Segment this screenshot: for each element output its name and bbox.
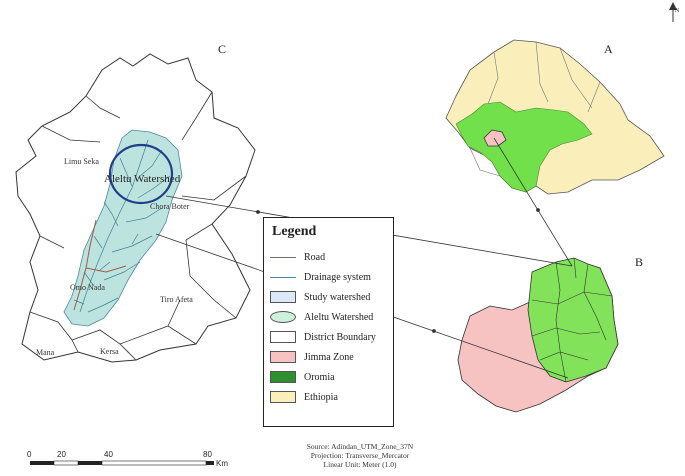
legend: Legend Road Drainage system Study waters… (263, 217, 394, 427)
north-arrow-label: N (675, 8, 680, 14)
place-kersa: Kersa (100, 347, 119, 356)
jimma-zone-swatch (270, 351, 296, 363)
north-arrow: N (669, 2, 680, 22)
source-notes: Source: Adindan_UTM_Zone_37N Projection:… (290, 442, 430, 469)
scale-bar-segment-1 (30, 461, 54, 465)
legend-label-ethiopia: Ethiopia (304, 391, 338, 403)
panel-label-b: B (635, 255, 644, 269)
study-area-districts (527, 257, 619, 383)
linear-unit-line: Linear Unit: Meter (1.0) (323, 460, 397, 469)
legend-item-ethiopia: Ethiopia (270, 389, 338, 405)
study-watershed-area (63, 129, 183, 327)
legend-label-aleltu-watershed: Aleltu Watershed (304, 311, 374, 323)
scale-bar-segment-4 (101, 460, 207, 466)
legend-item-road: Road (270, 249, 325, 265)
projection-line: Projection: Transverse_Mercator (310, 451, 410, 460)
scale-unit: Km (216, 459, 228, 468)
place-omo-nada: Omo Nada (70, 283, 105, 292)
scale-bar: 0 20 40 80 Km (27, 450, 228, 468)
scale-bar-segment-5 (206, 461, 214, 465)
scale-bar-segment-3 (78, 461, 102, 465)
drainage-network (73, 139, 171, 313)
legend-item-aleltu-watershed: Aleltu Watershed (270, 309, 373, 325)
panel-b-jimma-zone-map (457, 257, 619, 413)
panel-label-c: C (218, 42, 227, 56)
scale-tick-20: 20 (57, 450, 66, 459)
oromia-swatch (270, 371, 296, 383)
study-area-internal-boundaries (531, 257, 613, 383)
legend-item-study-watershed: Study watershed (270, 289, 370, 305)
district-boundary-lines (29, 91, 247, 361)
scale-tick-0: 0 (27, 450, 32, 459)
scale-tick-80: 80 (203, 450, 212, 459)
legend-label-study-watershed: Study watershed (304, 291, 371, 303)
source-line: Source: Adindan_UTM_Zone_37N (306, 442, 414, 451)
ethiopia-swatch (270, 391, 296, 403)
regional-boundaries (469, 41, 601, 177)
aleltu-watershed-circle (108, 143, 174, 205)
place-limmu-seka: Limu Seka (64, 157, 99, 166)
legend-item-drainage-system: Drainage system (270, 269, 371, 285)
place-mana: Mana (36, 348, 55, 357)
connector-c-to-b-lower-marker (432, 329, 436, 333)
legend-label-oromia: Oromia (304, 371, 335, 383)
district-boundary-swatch (270, 331, 296, 343)
place-tiro-afeta: Tiro Afeta (160, 295, 193, 304)
study-watershed-swatch (270, 291, 296, 303)
legend-label-drainage-system: Drainage system (304, 271, 371, 283)
oromia-region (455, 101, 593, 193)
panel-label-a: A (604, 42, 613, 56)
aleltu-watershed-swatch (270, 311, 296, 323)
north-arrow-head (669, 2, 677, 10)
road-line-swatch (270, 257, 296, 258)
connector-a-to-b (493, 137, 573, 267)
legend-item-district-boundary: District Boundary (270, 329, 376, 345)
connector-a-to-b-marker (536, 208, 540, 212)
legend-label-jimma-zone: Jimma Zone (304, 351, 354, 363)
scale-tick-40: 40 (104, 450, 113, 459)
jimma-zone-marker (483, 129, 507, 147)
legend-label-road: Road (304, 251, 326, 263)
drainage-line-swatch (270, 277, 296, 278)
panel-c-district-map: Limu Seka Aleltu Watershed Chora Boter T… (15, 53, 256, 363)
legend-item-jimma-zone: Jimma Zone (270, 349, 354, 365)
panel-a-ethiopia-map (445, 39, 665, 195)
road-network (73, 219, 127, 311)
legend-title: Legend (272, 224, 317, 239)
connector-c-to-b-upper-marker (256, 210, 260, 214)
legend-label-district-boundary: District Boundary (304, 331, 376, 343)
place-aleltu-watershed: Aleltu Watershed (104, 173, 181, 185)
legend-item-oromia: Oromia (270, 369, 335, 385)
scale-bar-segment-2 (53, 460, 79, 466)
place-chora-boter: Chora Boter (150, 202, 190, 211)
